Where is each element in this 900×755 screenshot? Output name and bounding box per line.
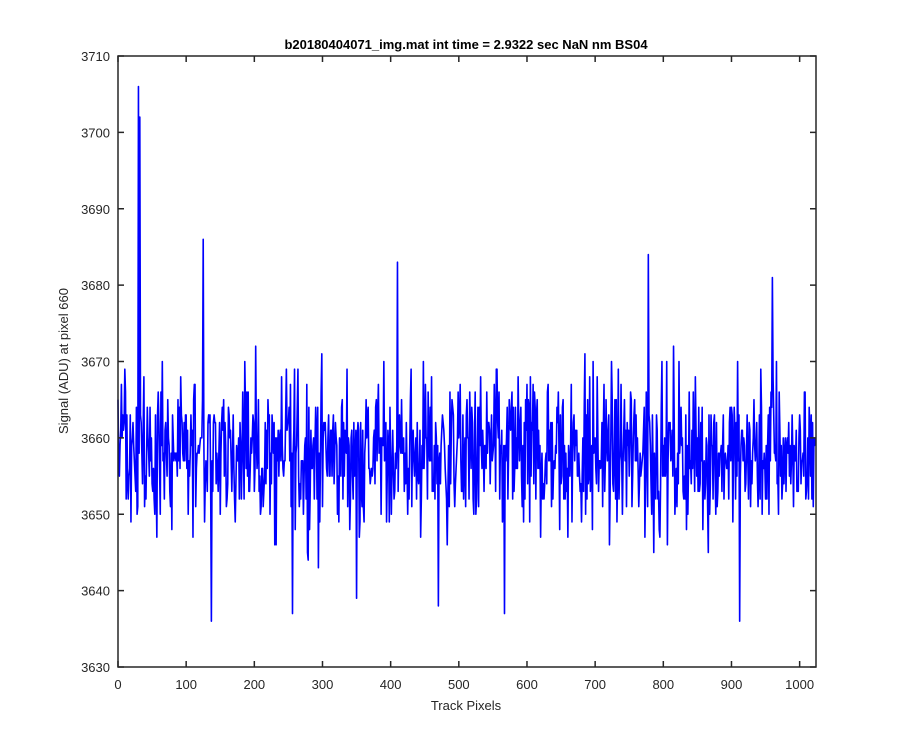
y-tick-label: 3670 [81,355,110,370]
y-tick-label: 3660 [81,431,110,446]
y-axis-label: Signal (ADU) at pixel 660 [56,288,71,434]
x-tick-label: 600 [516,677,538,692]
y-tick-label: 3680 [81,278,110,293]
series-group [117,85,817,622]
x-tick-label: 900 [721,677,743,692]
y-tick-label: 3710 [81,49,110,64]
y-tick-label: 3650 [81,507,110,522]
x-tick-label: 400 [380,677,402,692]
y-tick-label: 3630 [81,660,110,675]
y-axis-ticks: 3630 3640 3650 3660 3670 3680 3690 3700 3710 [81,49,816,675]
axes-background [118,56,816,667]
x-axis-ticks: 0 100 200 300 400 500 600 700 800 900 1000 [114,56,814,692]
y-tick-label: 3690 [81,202,110,217]
x-axis-label: Track Pixels [431,698,502,713]
x-tick-label: 800 [652,677,674,692]
x-tick-label: 1000 [785,677,814,692]
signal-series-line [117,85,817,622]
chart-title: b20180404071_img.mat int time = 2.9322 s… [284,37,648,52]
x-tick-label: 300 [312,677,334,692]
x-tick-label: 0 [114,677,121,692]
x-tick-label: 100 [175,677,197,692]
y-tick-label: 3640 [81,584,110,599]
plot-area: 0 100 200 300 400 500 600 700 800 900 1000 3630 364… [81,49,817,692]
y-tick-label: 3700 [81,125,110,140]
x-tick-label: 700 [584,677,606,692]
x-tick-label: 200 [243,677,265,692]
x-tick-label: 500 [448,677,470,692]
